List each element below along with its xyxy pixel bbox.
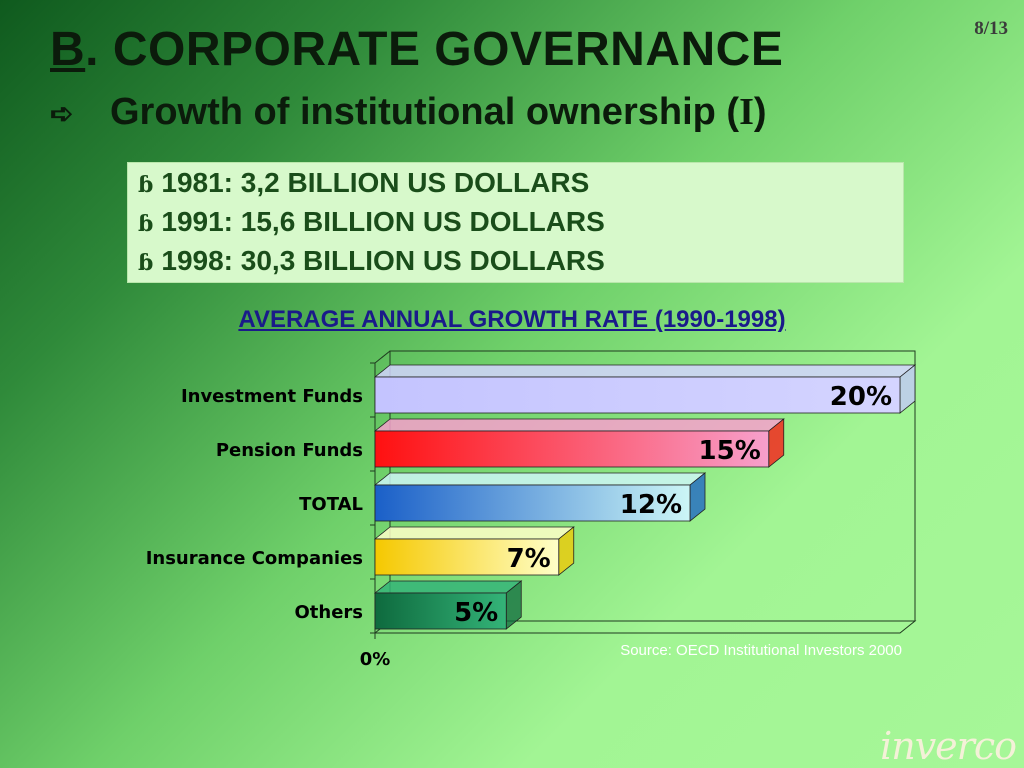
- data-label: 15%: [699, 436, 761, 466]
- subtitle-close: ): [753, 91, 767, 133]
- category-label: TOTAL: [299, 494, 363, 515]
- bar-chart: Investment Funds 20% Pension Funds 15% TOTAL…: [146, 350, 917, 670]
- category-label: Insurance Companies: [146, 548, 363, 569]
- data-label: 20%: [830, 382, 892, 412]
- fact-item: ɓ 1981: 3,2 BILLION US DOLLARS: [138, 163, 903, 202]
- x-tick-label: 0%: [360, 649, 391, 670]
- bar-top-face: [373, 472, 707, 486]
- category-label: Pension Funds: [216, 440, 363, 461]
- bar: [374, 430, 770, 468]
- title-letter: B: [50, 23, 86, 76]
- chart-title: AVERAGE ANNUAL GROWTH RATE (1990-1998): [238, 306, 786, 333]
- category-label: Others: [294, 602, 363, 623]
- bar: [374, 376, 901, 414]
- bar: [374, 484, 691, 522]
- chart-title-wrap: AVERAGE ANNUAL GROWTH RATE (1990-1998): [0, 306, 1024, 334]
- page-number: 8/13: [974, 18, 1008, 39]
- slide-subtitle: ➪ Growth of institutional ownership (I): [50, 90, 767, 134]
- bar-top-face: [373, 526, 575, 540]
- bullet-icon: ɓ: [138, 250, 154, 276]
- subtitle-text: Growth of institutional ownership (: [110, 91, 740, 133]
- chart-wall-edge: [374, 350, 391, 364]
- source-note: Source: OECD Institutional Investors 200…: [620, 642, 902, 659]
- subtitle-roman: I: [739, 91, 754, 133]
- fact-text: 1998: 30,3 BILLION US DOLLARS: [161, 245, 605, 276]
- fact-text: 1981: 3,2 BILLION US DOLLARS: [161, 167, 590, 198]
- bar-top-face: [373, 418, 785, 432]
- bar: [374, 538, 560, 576]
- bar-top-face: [373, 364, 917, 378]
- bar: [374, 592, 507, 630]
- title-text: . CORPORATE GOVERNANCE: [85, 23, 784, 76]
- slide-title: B. CORPORATE GOVERNANCE: [50, 22, 783, 77]
- data-label: 12%: [620, 490, 682, 520]
- category-label: Investment Funds: [181, 386, 363, 407]
- bullet-icon: ɓ: [138, 211, 154, 237]
- data-label: 7%: [507, 544, 551, 574]
- arrow-icon: ➪: [50, 98, 74, 130]
- fact-text: 1991: 15,6 BILLION US DOLLARS: [161, 206, 605, 237]
- bullet-icon: ɓ: [138, 172, 154, 198]
- fact-item: ɓ 1991: 15,6 BILLION US DOLLARS: [138, 202, 903, 241]
- data-label: 5%: [454, 598, 498, 628]
- facts-box: ɓ 1981: 3,2 BILLION US DOLLARS ɓ 1991: 15,…: [127, 162, 904, 283]
- fact-item: ɓ 1998: 30,3 BILLION US DOLLARS: [138, 241, 903, 280]
- bar-top-face: [373, 580, 523, 594]
- inverco-logo: inverco: [880, 724, 1017, 768]
